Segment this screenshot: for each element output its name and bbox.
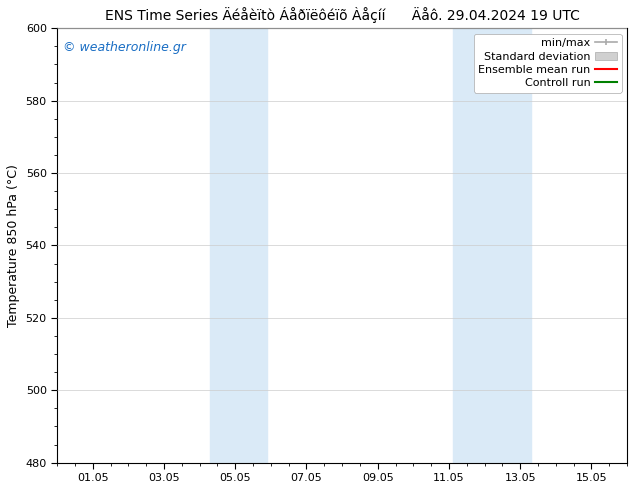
Y-axis label: Temperature 850 hPa (°C): Temperature 850 hPa (°C)	[7, 164, 20, 327]
Title: ENS Time Series Äéåèïtò Áåðïëôéïõ Àåçíí      Äåô. 29.04.2024 19 UTC: ENS Time Series Äéåèïtò Áåðïëôéïõ Àåçíí …	[105, 7, 579, 23]
Text: © weatheronline.gr: © weatheronline.gr	[63, 41, 186, 54]
Bar	[453, 28, 531, 463]
Bar	[210, 28, 268, 463]
Legend: min/max, Standard deviation, Ensemble mean run, Controll run: min/max, Standard deviation, Ensemble me…	[474, 34, 621, 93]
